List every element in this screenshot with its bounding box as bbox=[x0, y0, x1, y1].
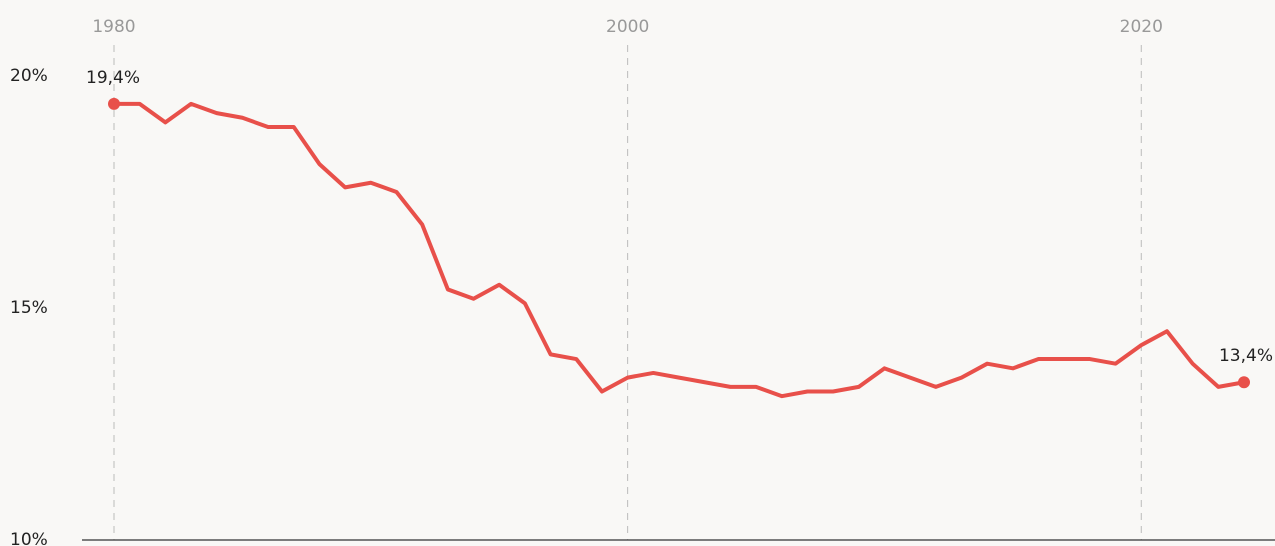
end-point bbox=[1238, 376, 1250, 389]
y-tick-label: 20% bbox=[10, 66, 48, 86]
x-tick-label: 2020 bbox=[1120, 17, 1163, 37]
end-point bbox=[108, 97, 120, 110]
data-line bbox=[112, 101, 1246, 399]
y-tick-label: 10% bbox=[10, 530, 48, 546]
x-tick-label: 2000 bbox=[606, 17, 649, 37]
y-tick-label: 15% bbox=[10, 298, 48, 318]
value-label: 19,4% bbox=[86, 68, 140, 88]
x-tick-label: 1980 bbox=[92, 17, 135, 37]
value-label: 13,4% bbox=[1219, 346, 1273, 366]
